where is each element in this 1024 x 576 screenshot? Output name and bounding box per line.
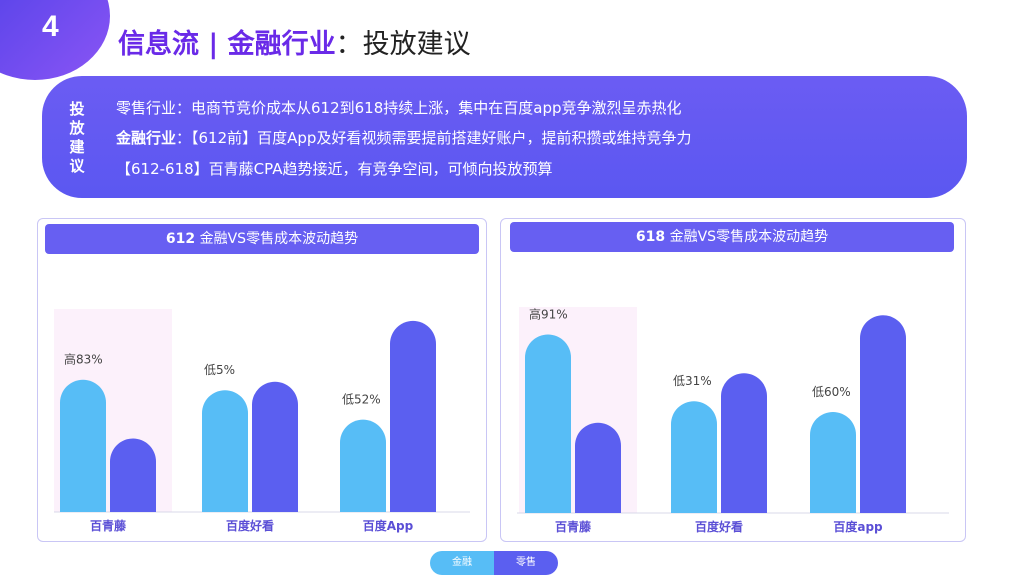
data-annotation-2: 低60% (812, 385, 851, 399)
chart-title-612: 612 金融VS零售成本波动趋势 (45, 224, 479, 254)
chart-title-618-text: 金融VS零售成本波动趋势 (665, 229, 829, 245)
bar-retail-1 (252, 381, 298, 512)
chart-title-618-bold: 618 (635, 229, 666, 245)
data-annotation-2: 低52% (342, 393, 381, 407)
bar-finance-2 (340, 419, 386, 512)
bar-retail-0 (110, 438, 156, 512)
chart-legend: 金融 零售 (430, 551, 558, 575)
data-annotation-0: 高83% (64, 352, 103, 367)
data-annotation-1: 低5% (204, 363, 235, 377)
bar-retail-2 (390, 320, 436, 512)
page-title-rest: ：投放建议 (335, 29, 471, 60)
category-label-2: 百度app (833, 519, 883, 534)
page-title-accent: 信息流 | 金融行业 (118, 29, 336, 60)
category-label-0: 百青藤 (90, 518, 127, 533)
category-label-1: 百度好看 (695, 519, 743, 534)
chart-title-612-text: 金融VS零售成本波动趋势 (195, 231, 359, 247)
data-annotation-0: 高91% (529, 307, 568, 322)
advice-line-retail: 零售行业：电商节竞价成本从612到618持续上涨，集中在百度app竞争激烈呈赤热… (116, 99, 682, 117)
advice-box: 投放建议 零售行业：电商节竞价成本从612到618持续上涨，集中在百度app竞争… (42, 76, 967, 198)
chart-panel-612: 612 金融VS零售成本波动趋势 高83% 百青藤 低5% 百度好看 低52% 百度App (37, 218, 487, 542)
bar-retail-1 (721, 373, 767, 513)
bar-finance-2 (810, 411, 856, 513)
bar-finance-0 (525, 334, 571, 513)
category-label-2: 百度App (363, 518, 414, 533)
chart-panel-618: 618 金融VS零售成本波动趋势 高91% 百青藤 低31% 百度好看 低60% 百度ap… (500, 218, 966, 542)
advice-tag: 投放建议 (69, 100, 85, 175)
category-label-0: 百青藤 (555, 519, 592, 534)
bar-retail-0 (575, 422, 621, 513)
bar-finance-1 (671, 401, 717, 513)
chart-title-612-bold: 612 (165, 231, 196, 247)
advice-finance-text: ：【612前】百度App及好看视频需要提前搭建好账户，提前积攒或维持竞争力 (176, 129, 692, 147)
bar-finance-1 (202, 390, 248, 512)
bar-retail-2 (860, 315, 906, 513)
bar-finance-0 (60, 379, 106, 512)
advice-line-finance: 金融行业：【612前】百度App及好看视频需要提前搭建好账户，提前积攒或维持竞争… (116, 127, 691, 148)
bar-chart-618: 高91% 百青藤 低31% 百度好看 低60% 百度app (517, 307, 949, 534)
advice-line-period: 【612-618】百青藤CPA趋势接近，有竞争空间，可倾向投放预算 (116, 160, 553, 178)
advice-finance-label: 金融行业 (116, 129, 177, 147)
legend-item-retail: 零售 (494, 551, 558, 575)
chart-title-618: 618 金融VS零售成本波动趋势 (510, 222, 954, 252)
page-title: 信息流 | 金融行业：投放建议 (118, 22, 471, 61)
section-number: 4 (42, 10, 59, 43)
data-annotation-1: 低31% (673, 374, 712, 388)
bar-chart-612: 高83% 百青藤 低5% 百度好看 低52% 百度App (54, 309, 470, 533)
section-badge: 4 (0, 0, 110, 80)
category-label-1: 百度好看 (226, 518, 274, 533)
legend-item-finance: 金融 (430, 551, 494, 575)
